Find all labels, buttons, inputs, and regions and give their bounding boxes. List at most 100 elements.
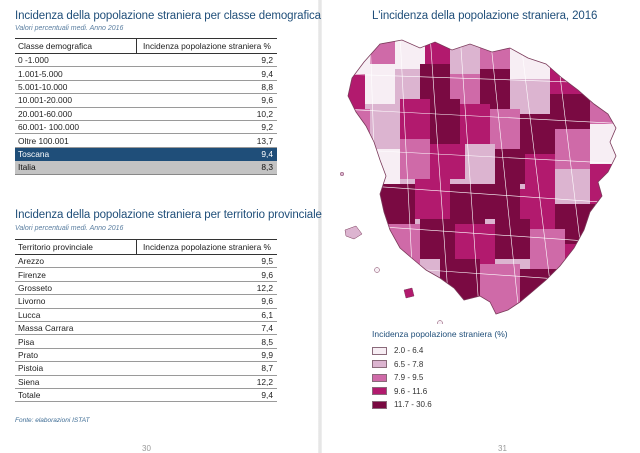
- map-area: [565, 244, 605, 284]
- legend-swatch: [372, 346, 387, 355]
- island-small: [374, 267, 380, 273]
- row-value: 10,2: [136, 107, 277, 121]
- map-area: [495, 149, 525, 184]
- map-title: L'incidenza della popolazione straniera,…: [372, 10, 598, 22]
- row-label: Italia: [15, 160, 137, 175]
- island-elba: [344, 225, 363, 240]
- table-row: Pistoia 8,7: [15, 361, 277, 376]
- tuscany-outline: [347, 39, 617, 315]
- row-label: Firenze: [15, 267, 137, 282]
- table-row: Prato 9,9: [15, 348, 277, 363]
- map-area: [550, 54, 590, 94]
- map-area: [365, 64, 395, 104]
- island-giannutri: [437, 320, 443, 324]
- map-area: [510, 40, 550, 79]
- map-area: [480, 264, 520, 314]
- table-row-totale: Totale 9,4: [15, 388, 277, 403]
- page-number-left: 30: [142, 444, 151, 453]
- map-area: [430, 144, 465, 179]
- legend-item: 11.7 - 30.6: [372, 398, 432, 412]
- map-area: [395, 69, 420, 99]
- map-area: [555, 129, 590, 169]
- row-label: Massa Carrara: [15, 321, 137, 336]
- legend-label: 6.5 - 7.8: [394, 359, 424, 369]
- row-value: 13,7: [136, 133, 277, 148]
- map-area: [480, 69, 510, 109]
- table-row: Grosseto 12,2: [15, 281, 277, 296]
- row-label: Pistoia: [15, 361, 137, 376]
- map-area: [450, 184, 485, 224]
- right-page: L'incidenza della popolazione straniera,…: [320, 0, 640, 453]
- legend-title: Incidenza popolazione straniera (%): [372, 329, 508, 339]
- row-value: 9,6: [136, 294, 277, 309]
- map-area: [425, 40, 450, 64]
- map-area: [590, 124, 616, 164]
- table-row-italia: Italia 8,3: [15, 160, 277, 175]
- row-value: 9,6: [136, 267, 277, 282]
- map-area: [465, 144, 495, 184]
- map-area: [420, 64, 450, 99]
- row-value: 6,1: [136, 308, 277, 322]
- map-area: [430, 99, 460, 144]
- legend-swatch: [372, 373, 387, 382]
- table2-subtitle: Valori percentuali medi. Anno 2016: [15, 225, 124, 232]
- row-value: 9,6: [136, 93, 277, 108]
- row-value: 8,5: [136, 334, 277, 349]
- table-row: Pisa 8,5: [15, 334, 277, 349]
- map-area: [485, 184, 520, 219]
- row-label: Lucca: [15, 308, 137, 322]
- table-row: Siena 12,2: [15, 375, 277, 389]
- table-row: Livorno 9,6: [15, 294, 277, 309]
- map-area: [348, 74, 365, 109]
- table-row: Arezzo 9,5: [15, 254, 277, 269]
- legend-label: 7.9 - 9.5: [394, 373, 424, 383]
- table-row: 20.001-60.000 10,2: [15, 107, 277, 121]
- table1-subtitle: Valori percentuali medi. Anno 2016: [15, 25, 124, 32]
- row-value: 8,3: [136, 160, 277, 175]
- row-label: Oltre 100.001: [15, 133, 137, 148]
- row-label: 10.001-20.000: [15, 93, 137, 108]
- legend-item: 2.0 - 6.4: [372, 344, 432, 358]
- map-regions: [348, 40, 616, 314]
- legend-label: 11.7 - 30.6: [394, 400, 432, 410]
- map-area: [550, 94, 590, 129]
- legend-item: 6.5 - 7.8: [372, 358, 432, 372]
- table2-title: Incidenza della popolazione straniera pe…: [15, 209, 322, 221]
- book-gutter: [318, 0, 322, 453]
- row-label: Siena: [15, 375, 137, 389]
- table-row: Firenze 9,6: [15, 267, 277, 282]
- legend-label: 2.0 - 6.4: [394, 346, 424, 356]
- row-value: 8,7: [136, 361, 277, 376]
- row-value: 9,9: [136, 348, 277, 363]
- map-area: [400, 139, 430, 179]
- row-value: 9,2: [136, 120, 277, 135]
- table-row: Lucca 6,1: [15, 308, 277, 322]
- map-area: [555, 169, 590, 204]
- map-area: [415, 179, 450, 219]
- table-territorio-provinciale: Territorio provinciale Incidenza popolaz…: [15, 239, 277, 403]
- row-value: 12,2: [136, 375, 277, 389]
- row-value: 9,4: [136, 66, 277, 81]
- table2-header-incidenza: Incidenza popolazione straniera %: [136, 239, 277, 255]
- table-row: 5.001-10.000 8,8: [15, 80, 277, 95]
- row-label: 5.001-10.000: [15, 80, 137, 95]
- map-legend: 2.0 - 6.4 6.5 - 7.8 7.9 - 9.5 9.6 - 11.6…: [372, 344, 432, 412]
- source-note: Fonte: elaborazioni ISTAT: [15, 417, 90, 424]
- row-value: 12,2: [136, 281, 277, 296]
- table-row: Massa Carrara 7,4: [15, 321, 277, 336]
- table-row-toscana: Toscana 9,4: [15, 147, 277, 162]
- legend-swatch: [372, 360, 387, 369]
- legend-label: 9.6 - 11.6: [394, 386, 428, 396]
- island-gorgona: [340, 171, 345, 177]
- legend-item: 9.6 - 11.6: [372, 385, 432, 399]
- row-label: 60.001- 100.000: [15, 120, 137, 135]
- row-label: Prato: [15, 348, 137, 363]
- row-label: Totale: [15, 388, 137, 403]
- row-label: Livorno: [15, 294, 137, 309]
- map-area: [590, 164, 616, 204]
- island-giglio: [403, 287, 415, 299]
- map-area: [348, 109, 370, 149]
- row-label: Grosseto: [15, 281, 137, 296]
- table-row: Oltre 100.001 13,7: [15, 133, 277, 148]
- map-area: [380, 224, 420, 264]
